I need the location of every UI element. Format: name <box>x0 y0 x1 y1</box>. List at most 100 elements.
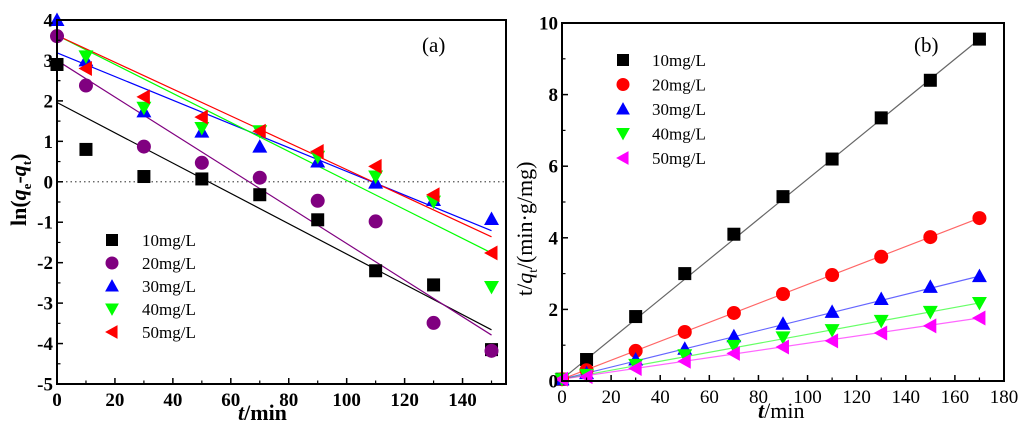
data-point-10mg-l <box>195 172 209 186</box>
data-point-50mg-l <box>677 353 691 369</box>
panel-b-x-axis-title-rest: /min <box>764 398 804 423</box>
x-tick-label: 120 <box>842 387 871 408</box>
data-point-50mg-l <box>368 158 382 174</box>
fit-line-40mg-l <box>56 34 492 254</box>
legend-item: 50mg/L <box>616 149 706 168</box>
legend-marker-triangle-up <box>105 279 119 292</box>
legend-marker-circle <box>616 78 630 91</box>
x-tick-label: 120 <box>390 390 419 411</box>
data-point-20mg-l <box>194 155 209 170</box>
legend-label: 10mg/L <box>652 51 706 70</box>
data-point-30mg-l <box>824 304 840 318</box>
fit-line-50mg-l <box>56 34 492 238</box>
data-point-40mg-l <box>484 280 499 295</box>
y-tick-label: 0 <box>549 372 559 393</box>
legend-label: 50mg/L <box>652 149 706 168</box>
data-point-30mg-l <box>484 211 499 225</box>
legend-item: 50mg/L <box>105 323 196 342</box>
y-tick-label: -1 <box>37 213 53 234</box>
data-point-50mg-l <box>194 109 208 125</box>
data-point-40mg-l <box>194 122 210 136</box>
panel-a-y-axis-title-pre: ln( <box>6 200 31 226</box>
x-tick-label: 0 <box>52 390 62 411</box>
data-point-30mg-l <box>726 328 742 343</box>
legend-item: 40mg/L <box>105 300 196 319</box>
x-tick-label: 140 <box>892 387 921 408</box>
data-point-40mg-l <box>677 349 693 363</box>
data-point-40mg-l <box>368 170 384 184</box>
y-tick-label: -5 <box>37 375 53 396</box>
x-tick-label: 20 <box>105 390 124 411</box>
legend-label: 40mg/L <box>142 300 196 319</box>
legend-marker-circle <box>105 256 119 270</box>
x-tick-label: 160 <box>941 387 970 408</box>
legend-label: 20mg/L <box>142 254 196 273</box>
legend-label: 50mg/L <box>142 323 196 342</box>
legend-item: 10mg/L <box>617 51 706 70</box>
y-tick-label: 10 <box>539 14 558 35</box>
data-point-20mg-l <box>677 324 692 339</box>
data-point-10mg-l <box>923 73 937 87</box>
panel-a-x-axis-title-rest: /min <box>243 400 287 425</box>
panel-a-x-axis-title: t/min <box>238 400 287 425</box>
data-point-40mg-l <box>824 324 840 338</box>
legend-marker-triangle-left <box>105 325 118 339</box>
data-point-20mg-l <box>923 230 938 245</box>
data-point-10mg-l <box>580 353 594 367</box>
data-point-20mg-l <box>484 343 499 358</box>
y-tick-label: 6 <box>549 157 559 178</box>
legend-item: 20mg/L <box>616 76 706 95</box>
panel-b-y-axis-title-post: /(min·g/mg) <box>512 162 537 270</box>
panel-a-x-axis-title-italic: t <box>238 400 245 425</box>
data-point-50mg-l <box>726 345 740 361</box>
legend-item: 40mg/L <box>616 125 706 144</box>
data-point-10mg-l <box>137 170 151 184</box>
legend-label: 30mg/L <box>652 100 706 119</box>
y-tick-label: 4 <box>44 11 54 32</box>
legend-label: 20mg/L <box>652 76 706 95</box>
data-point-10mg-l <box>369 264 383 278</box>
data-point-50mg-l <box>775 339 789 355</box>
x-tick-label: 60 <box>700 387 719 408</box>
data-point-10mg-l <box>776 190 790 204</box>
x-tick-label: 40 <box>163 390 182 411</box>
x-tick-label: 20 <box>602 387 621 408</box>
panel-a-y-axis-title-sub2: t <box>19 160 34 165</box>
legend-label: 30mg/L <box>142 277 196 296</box>
legend-item: 30mg/L <box>105 277 196 296</box>
data-point-20mg-l <box>252 170 267 185</box>
data-point-40mg-l <box>922 305 938 320</box>
panel-b-x-axis-title-italic: t <box>758 398 765 423</box>
y-tick-label: 3 <box>44 51 54 72</box>
panel-a-y-axis-title: ln(qe-qt) <box>6 154 34 226</box>
data-point-40mg-l <box>775 331 791 345</box>
data-point-50mg-l <box>628 360 642 376</box>
data-point-50mg-l <box>78 61 92 77</box>
y-tick-label: 0 <box>44 172 54 193</box>
panel-a-data-points <box>49 12 499 358</box>
legend-marker-triangle-up <box>616 102 630 115</box>
legend-marker-triangle-down <box>616 127 630 141</box>
data-point-20mg-l <box>776 287 790 302</box>
panel-b-y-axis-title-sub: t <box>525 269 540 273</box>
panel-a-y-axis-title-q2: q <box>6 165 31 176</box>
data-point-20mg-l <box>426 315 441 330</box>
data-point-20mg-l <box>368 214 383 229</box>
data-point-10mg-l <box>311 213 325 227</box>
y-tick-label: 2 <box>549 300 559 321</box>
data-point-50mg-l <box>426 187 440 203</box>
x-tick-label: 60 <box>221 390 240 411</box>
data-point-10mg-l <box>79 142 93 156</box>
data-point-50mg-l <box>484 245 498 261</box>
data-point-20mg-l <box>726 305 741 320</box>
data-point-20mg-l <box>78 78 93 93</box>
data-point-30mg-l <box>922 279 938 293</box>
fit-line-10mg-l <box>56 101 492 331</box>
panel-b-ticks: 0 20 40 60 80 100 120 140 160 180 0 2 4 6 8 10 <box>539 14 1018 409</box>
data-point-50mg-l <box>824 333 839 349</box>
data-point-50mg-l <box>971 310 986 326</box>
x-tick-label: 180 <box>990 387 1019 408</box>
data-point-50mg-l <box>922 318 937 334</box>
data-point-10mg-l <box>629 310 643 324</box>
data-point-10mg-l <box>727 227 741 241</box>
